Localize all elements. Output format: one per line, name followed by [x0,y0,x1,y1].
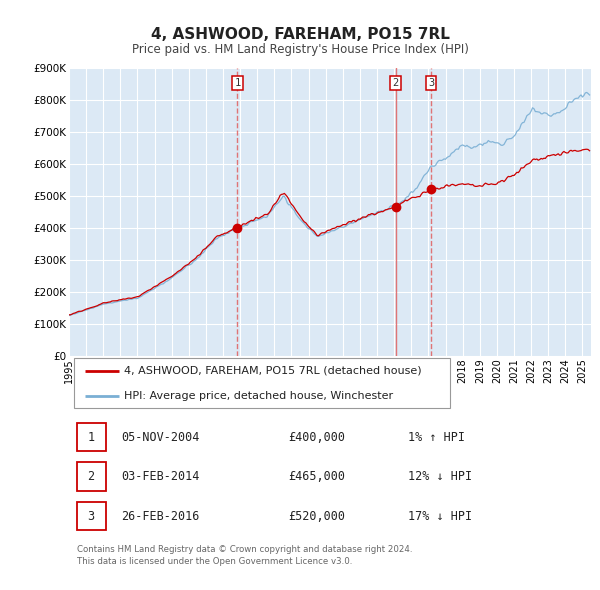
Text: 3: 3 [428,78,434,88]
Text: 2: 2 [88,470,95,483]
FancyBboxPatch shape [77,422,106,451]
Text: £520,000: £520,000 [288,510,345,523]
Text: 05-NOV-2004: 05-NOV-2004 [121,431,200,444]
Text: 2: 2 [392,78,399,88]
Text: 1: 1 [234,78,241,88]
FancyBboxPatch shape [77,502,106,530]
FancyBboxPatch shape [74,358,450,408]
Text: 03-FEB-2014: 03-FEB-2014 [121,470,200,483]
Text: 1% ↑ HPI: 1% ↑ HPI [409,431,466,444]
Text: £465,000: £465,000 [288,470,345,483]
Text: HPI: Average price, detached house, Winchester: HPI: Average price, detached house, Winc… [124,391,393,401]
Text: £400,000: £400,000 [288,431,345,444]
Text: Price paid vs. HM Land Registry's House Price Index (HPI): Price paid vs. HM Land Registry's House … [131,43,469,56]
Text: 26-FEB-2016: 26-FEB-2016 [121,510,200,523]
Text: 4, ASHWOOD, FAREHAM, PO15 7RL (detached house): 4, ASHWOOD, FAREHAM, PO15 7RL (detached … [124,366,421,376]
Text: Contains HM Land Registry data © Crown copyright and database right 2024.
This d: Contains HM Land Registry data © Crown c… [77,545,412,566]
Text: 3: 3 [88,510,95,523]
Text: 4, ASHWOOD, FAREHAM, PO15 7RL: 4, ASHWOOD, FAREHAM, PO15 7RL [151,27,449,41]
Text: 17% ↓ HPI: 17% ↓ HPI [409,510,472,523]
FancyBboxPatch shape [77,462,106,491]
Text: 12% ↓ HPI: 12% ↓ HPI [409,470,472,483]
Text: 1: 1 [88,431,95,444]
